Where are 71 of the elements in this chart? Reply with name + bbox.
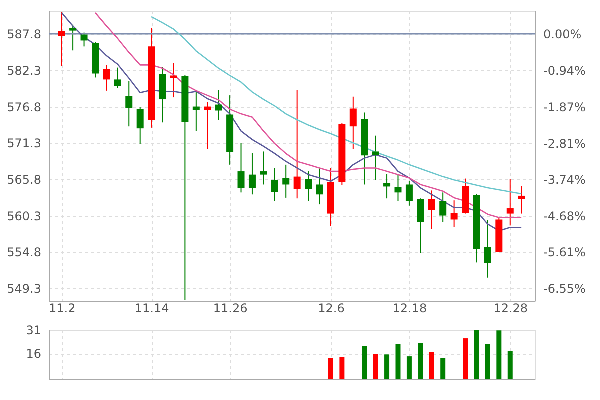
bar <box>474 330 480 379</box>
x-tick-label: 12.18 <box>392 302 428 316</box>
bar <box>384 354 390 379</box>
candlestick <box>260 151 268 186</box>
bar <box>440 358 446 379</box>
candlestick <box>192 90 200 132</box>
candlestick <box>305 171 312 202</box>
candlestick <box>450 200 458 228</box>
candlestick <box>394 174 402 202</box>
candlestick <box>406 180 413 206</box>
candlestick <box>506 178 514 226</box>
bar <box>362 346 368 379</box>
y2-tick-label: -6.55% <box>544 282 586 296</box>
candlestick <box>80 32 88 48</box>
y2-tick-label: -4.68% <box>544 209 586 224</box>
candlestick <box>70 24 77 52</box>
y2-tick-label: 0.00% <box>544 28 582 42</box>
bar <box>406 356 412 379</box>
candlestick <box>350 96 357 150</box>
y-tick-label: 560.3 <box>7 209 42 224</box>
bar <box>463 338 468 379</box>
y-tick-label: 554.8 <box>7 246 42 260</box>
x-tick-label: 11.14 <box>134 302 170 316</box>
candlestick <box>384 174 391 200</box>
y2-tick-label: -2.81% <box>544 136 586 151</box>
candlestick <box>372 135 380 181</box>
bar <box>340 357 345 379</box>
candlestick <box>316 168 324 206</box>
candlestick <box>136 106 144 145</box>
candlestick <box>238 142 245 194</box>
y-tick-label: 549.3 <box>7 282 42 296</box>
y2-tick-label: -0.94% <box>544 64 586 78</box>
y-tick-label: 571.3 <box>7 136 42 151</box>
y-tick-label: 576.8 <box>7 100 42 114</box>
bar <box>496 330 502 379</box>
bar <box>429 352 434 379</box>
candlestick <box>417 198 424 254</box>
candlestick <box>294 90 301 200</box>
y-tick-label: 582.3 <box>7 64 42 78</box>
y2-tick-label: -5.61% <box>544 246 586 260</box>
candlestick <box>248 152 256 196</box>
x-tick-label: 12.6 <box>318 302 345 316</box>
y-tick-label: 16 <box>26 347 42 362</box>
line-series <box>150 16 522 195</box>
y2-tick-label: -1.87% <box>544 100 586 114</box>
candlestick <box>204 102 212 150</box>
candlestick <box>170 62 178 98</box>
candlestick <box>282 164 290 198</box>
x-tick-label: 11.26 <box>213 302 248 316</box>
x-tick-label: 11.2 <box>48 302 76 316</box>
candlestick <box>126 80 133 128</box>
candlestick <box>518 186 526 214</box>
y-tick-label: 31 <box>26 324 42 338</box>
bar <box>328 358 334 379</box>
bar <box>485 344 490 379</box>
x-tick-label: 12.28 <box>494 302 528 316</box>
candlestick <box>440 192 447 223</box>
candlestick <box>215 90 222 120</box>
bar <box>373 354 378 379</box>
candlestick <box>58 12 66 67</box>
candlestick <box>114 67 122 89</box>
bar <box>508 351 513 379</box>
y-tick-label: 565.8 <box>7 172 42 187</box>
candlestick <box>103 64 110 92</box>
candlestick <box>271 168 278 202</box>
y-tick-label: 587.8 <box>7 28 42 42</box>
bar <box>396 344 401 379</box>
candlestick <box>428 190 436 230</box>
candlestick <box>484 220 492 278</box>
bar <box>418 343 424 379</box>
y2-tick-label: -3.74% <box>544 172 586 187</box>
